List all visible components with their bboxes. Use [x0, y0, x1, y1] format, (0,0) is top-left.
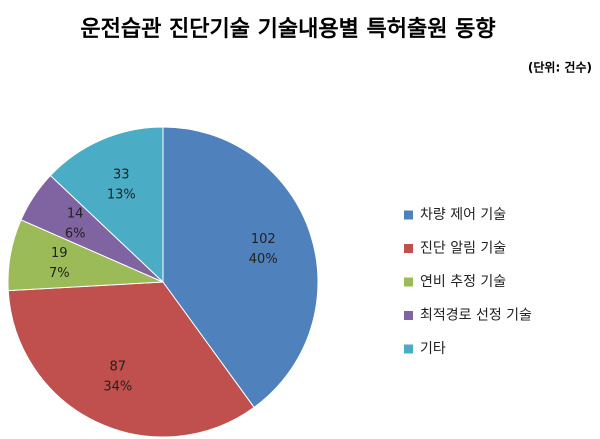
data-label: 87 [109, 360, 126, 375]
legend-swatch [404, 244, 413, 253]
legend-swatch [404, 210, 413, 220]
chart-subtitle: (단위: 건수) [528, 60, 592, 75]
data-label: 102 [251, 232, 276, 247]
legend-label: 연비 추정 기술 [420, 274, 506, 290]
legend-label: 최적경로 선정 기술 [420, 308, 532, 324]
legend-swatch [404, 311, 413, 320]
legend-label: 기타 [420, 341, 446, 357]
legend-swatch [404, 344, 413, 354]
legend-label: 차량 제어 기술 [420, 207, 506, 223]
pie-slice [162, 126, 319, 409]
pie-slice [7, 281, 255, 438]
percent-label: 7% [49, 266, 70, 281]
legend-swatch [404, 277, 413, 287]
chart-title: 운전습관 진단기술 기술내용별 특허출원 동향 [80, 16, 495, 42]
data-label: 14 [67, 206, 84, 221]
pie-slice [49, 126, 164, 284]
percent-label: 13% [107, 188, 136, 203]
percent-label: 34% [103, 380, 132, 395]
legend-label: 진단 알림 기술 [420, 241, 506, 257]
percent-label: 6% [65, 226, 86, 241]
percent-label: 40% [249, 252, 278, 267]
data-label: 19 [51, 246, 68, 261]
data-label: 33 [113, 168, 130, 183]
